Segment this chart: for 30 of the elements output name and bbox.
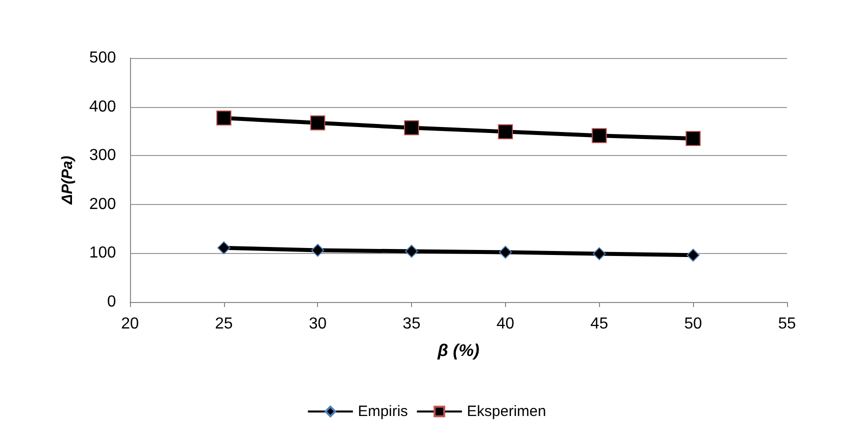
x-tick-label: 20 bbox=[121, 316, 139, 332]
point bbox=[310, 115, 326, 130]
y-tick-label: 0 bbox=[107, 294, 116, 310]
x-tick-label: 40 bbox=[496, 316, 514, 332]
x-tick-label: 25 bbox=[214, 316, 233, 332]
x-tick-label: 55 bbox=[778, 316, 796, 332]
point bbox=[686, 248, 700, 262]
point bbox=[592, 247, 606, 260]
y-tick-label: 200 bbox=[89, 196, 116, 213]
y-tick-label: 300 bbox=[89, 147, 116, 164]
x-tick-label: 35 bbox=[402, 316, 421, 332]
point bbox=[498, 246, 512, 259]
point bbox=[311, 244, 324, 257]
point bbox=[216, 110, 232, 126]
legend-label: Eksperimen bbox=[466, 403, 546, 420]
point bbox=[217, 241, 230, 254]
x-axis-title: β (%) bbox=[436, 341, 480, 360]
x-tick-label: 30 bbox=[308, 316, 327, 332]
y-tick-label: 500 bbox=[89, 50, 116, 66]
legend-label: Empiris bbox=[358, 403, 408, 420]
point bbox=[498, 124, 513, 140]
point bbox=[592, 128, 607, 144]
y-axis-title: ΔP(Pa) bbox=[59, 156, 76, 206]
x-tick-label: 50 bbox=[684, 316, 702, 332]
point bbox=[405, 244, 418, 258]
y-tick-label: 400 bbox=[89, 98, 116, 116]
y-tick-label: 100 bbox=[89, 244, 116, 262]
point bbox=[404, 120, 420, 136]
x-tick-label: 45 bbox=[590, 316, 608, 332]
point bbox=[686, 131, 701, 146]
